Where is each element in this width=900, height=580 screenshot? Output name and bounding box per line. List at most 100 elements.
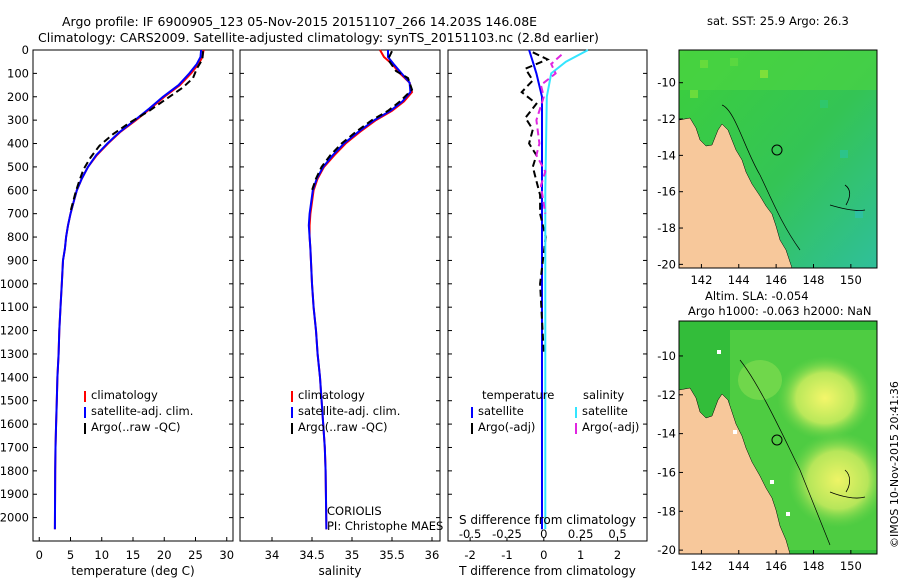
top-tick-label: -0.5: [459, 527, 481, 541]
map-x-tick-label: 142: [690, 273, 712, 287]
profile-panel-1: 0100200300400500600700800900100011001200…: [0, 43, 234, 578]
x-tick-label: 10: [94, 548, 109, 562]
legend-label: satellite: [478, 404, 524, 418]
x-tick-label: 36: [425, 548, 440, 562]
map-y-tick-label: -16: [657, 185, 676, 199]
map-y-tick-label: -12: [657, 388, 676, 402]
map-x-tick-label: 142: [690, 559, 712, 573]
legend-label: Argo(-adj): [582, 420, 639, 434]
sla-map: [678, 320, 878, 555]
top-tick-label: 0.25: [568, 527, 594, 541]
top-tick-label: 0: [540, 527, 547, 541]
header-title-line1: Argo profile: IF 6900905_123 05-Nov-2015…: [62, 14, 538, 29]
plot-frame: [447, 49, 648, 542]
sst-map: [678, 49, 878, 269]
series-line-3: [544, 49, 589, 530]
series-line-3: [311, 50, 414, 191]
legend-label: climatology: [298, 388, 365, 402]
annotation-line: CORIOLIS: [327, 504, 382, 518]
series-line-2: [520, 51, 550, 355]
series-line-3: [68, 51, 204, 214]
top-tick-label: 0.5: [608, 527, 626, 541]
map-y-tick-label: -16: [657, 465, 676, 479]
sla-map-title1: Altim. SLA: -0.054: [705, 289, 809, 303]
map-x-tick-label: 144: [728, 273, 750, 287]
y-tick-label: 1700: [0, 440, 29, 454]
x-tick-label: 1: [577, 548, 584, 562]
header-title-line2: Climatology: CARS2009. Satellite-adjuste…: [38, 30, 599, 45]
y-tick-label: 1400: [0, 370, 29, 384]
map-y-tick-label: -10: [657, 349, 676, 363]
map-y-tick-label: -20: [657, 257, 676, 271]
y-tick-label: 400: [7, 137, 29, 151]
y-tick-label: 100: [7, 66, 29, 80]
map-x-tick-label: 146: [765, 559, 787, 573]
x-tick-label: 5: [67, 548, 74, 562]
map-x-tick-label: 148: [803, 273, 825, 287]
top-tick-label: -0.25: [492, 527, 522, 541]
map-y-tick-label: -14: [657, 427, 676, 441]
x-tick-label: 34.5: [299, 548, 325, 562]
x-tick-label: 30: [219, 548, 234, 562]
map-axes: 142 144 146 148 150 -10 -12 -14 -16 -18 -20: [657, 76, 862, 287]
legend-label: Argo(..raw -QC): [298, 420, 388, 434]
imos-watermark: ©IMOS 10-Nov-2015 20:41:36: [888, 381, 900, 548]
series-line-2: [307, 50, 412, 530]
x-tick-label: 35.5: [379, 548, 405, 562]
x-tick-label: 15: [126, 548, 141, 562]
map-y-tick-label: -18: [657, 221, 676, 235]
series-line-1: [528, 49, 543, 530]
series-line-4: [535, 53, 563, 214]
annotation-line: PI: Christophe MAES: [327, 519, 443, 533]
top-map-land: [679, 117, 793, 268]
x-tick-label: 25: [188, 548, 203, 562]
y-tick-label: 1100: [0, 300, 29, 314]
map-y-tick-label: -20: [657, 543, 676, 557]
y-tick-label: 1800: [0, 464, 29, 478]
legend-label: satellite: [582, 404, 628, 418]
profile-panel-2: 34 34.5 35 35.5 36 salinity climatology satelli…: [239, 49, 443, 578]
map-x-tick-label: 144: [728, 559, 750, 573]
map-y-tick-label: -14: [657, 148, 676, 162]
top-axis-label: S difference from climatology: [459, 513, 636, 527]
y-tick-label: 300: [7, 113, 29, 127]
y-tick-label: 1600: [0, 417, 29, 431]
profile-panel-3: -2 -1 0 1 2 T difference from climatology temp…: [447, 49, 648, 578]
map-y-tick-label: -12: [657, 112, 676, 126]
y-tick-label: 600: [7, 183, 29, 197]
y-tick-label: 200: [7, 90, 29, 104]
map-x-tick-label: 150: [840, 273, 862, 287]
x-tick-label: 0: [540, 548, 547, 562]
x-axis-label: temperature (deg C): [71, 564, 194, 578]
bottom-map-land: [679, 387, 791, 554]
map-x-tick-label: 146: [765, 273, 787, 287]
y-tick-label: 1200: [0, 324, 29, 338]
y-tick-label: 500: [7, 160, 29, 174]
y-tick-label: 1300: [0, 347, 29, 361]
plot-frame: [239, 49, 441, 542]
y-tick-label: 900: [7, 253, 29, 267]
y-tick-label: 1000: [0, 277, 29, 291]
legend-label: satellite-adj. clim.: [91, 404, 193, 418]
x-tick-label: 35: [345, 548, 360, 562]
x-axis-label: salinity: [318, 564, 361, 578]
map-axes: 142 144 146 148 150 -10 -12 -14 -16 -18 -20: [657, 349, 862, 573]
sla-map-title2: Argo h1000: -0.063 h2000: NaN: [688, 304, 872, 318]
bottom-map-argo-marker: [771, 434, 783, 446]
y-tick-label: 700: [7, 207, 29, 221]
x-tick-label: 2: [614, 548, 621, 562]
y-tick-label: 0: [22, 43, 29, 57]
y-tick-label: 1500: [0, 394, 29, 408]
plot-frame: [32, 49, 234, 542]
legend-header: salinity: [583, 388, 624, 402]
x-tick-label: 0: [36, 548, 43, 562]
legend-label: climatology: [91, 388, 158, 402]
y-tick-label: 1900: [0, 487, 29, 501]
x-tick-label: 34: [265, 548, 280, 562]
y-tick-label: 800: [7, 230, 29, 244]
y-tick-label: 2000: [0, 511, 29, 525]
x-axis-label: T difference from climatology: [458, 564, 636, 578]
top-map-argo-marker: [771, 144, 783, 156]
